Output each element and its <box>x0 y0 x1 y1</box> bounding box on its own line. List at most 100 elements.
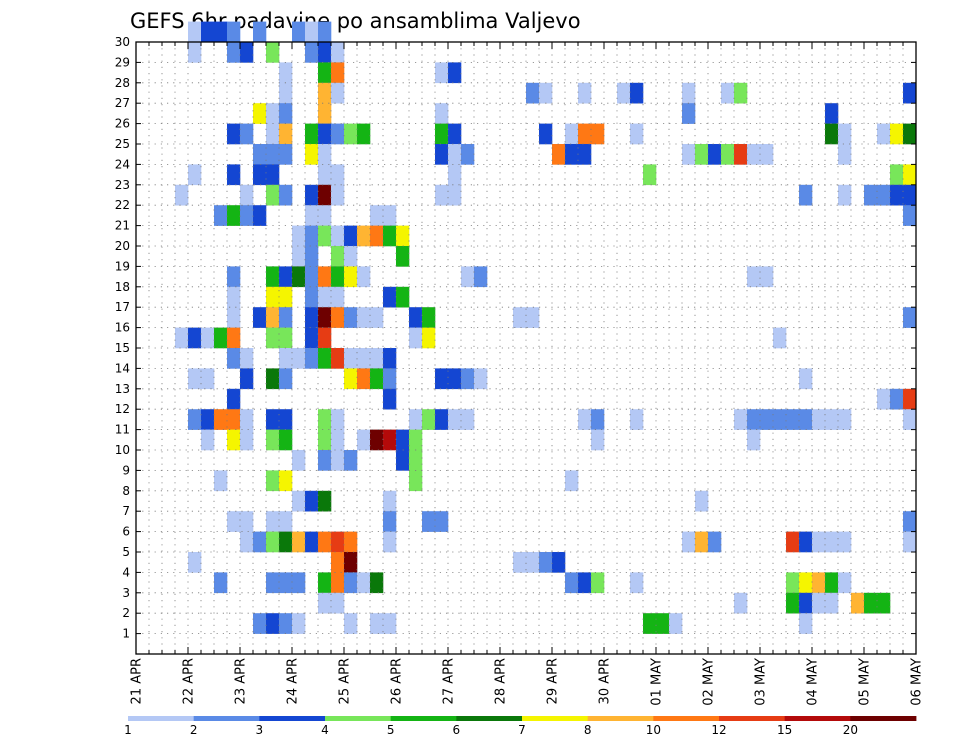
heatmap-cell <box>396 450 410 471</box>
heatmap-cell <box>253 205 267 226</box>
heatmap-cell <box>331 164 345 186</box>
y-tick-label: 13 <box>115 382 130 396</box>
heatmap-cell <box>760 266 774 288</box>
heatmap-cell <box>344 307 358 328</box>
heatmap-cell <box>812 409 826 430</box>
heatmap-cell <box>318 184 332 206</box>
heatmap-cell <box>591 429 605 451</box>
heatmap-cell <box>318 82 332 104</box>
heatmap-cell <box>318 490 332 512</box>
heatmap-cell <box>552 144 566 165</box>
legend-label: 5 <box>387 723 395 737</box>
heatmap-cell <box>396 225 410 247</box>
heatmap-cell <box>448 123 462 145</box>
heatmap-cell <box>266 103 280 124</box>
heatmap-cell <box>266 307 280 328</box>
heatmap-cell <box>214 205 228 226</box>
legend-label: 8 <box>584 723 592 737</box>
heatmap-cell <box>838 409 852 430</box>
heatmap-cell <box>253 144 267 165</box>
heatmap-cell <box>773 409 787 430</box>
x-tick-label: 23 APR <box>234 658 249 704</box>
heatmap-cell <box>825 103 839 124</box>
heatmap-cell <box>227 409 241 430</box>
heatmap-cell <box>331 429 345 451</box>
heatmap-cell <box>591 572 605 594</box>
heatmap-cell <box>383 490 397 512</box>
heatmap-cell <box>188 21 202 43</box>
heatmap-cell <box>370 368 384 390</box>
heatmap-cell <box>747 429 761 451</box>
heatmap-cell <box>591 409 605 430</box>
heatmap-cell <box>292 613 306 634</box>
heatmap-cell <box>370 572 384 594</box>
heatmap-cell <box>331 82 345 104</box>
heatmap-cell <box>318 266 332 288</box>
heatmap-cell <box>318 62 332 84</box>
y-tick-label: 10 <box>115 443 130 457</box>
y-tick-label: 4 <box>122 565 130 579</box>
heatmap-cell <box>461 144 475 165</box>
heatmap-cell <box>188 368 202 390</box>
heatmap-cell <box>409 409 423 430</box>
heatmap-cell <box>253 531 267 553</box>
heatmap-cell <box>734 144 748 165</box>
heatmap-cell <box>318 307 332 328</box>
heatmap-cell <box>643 613 657 634</box>
legend-label: 2 <box>190 723 198 737</box>
legend-swatch <box>325 716 392 721</box>
heatmap-cell <box>188 327 202 349</box>
heatmap-cell <box>409 450 423 471</box>
heatmap-cell <box>331 286 345 308</box>
legend-swatch <box>653 716 720 721</box>
heatmap-cell <box>344 572 358 594</box>
heatmap-cell <box>695 531 709 553</box>
heatmap-cell <box>201 21 215 43</box>
heatmap-cell <box>279 511 293 532</box>
heatmap-cell <box>279 184 293 206</box>
heatmap-cell <box>266 286 280 308</box>
heatmap-cell <box>318 572 332 594</box>
heatmap-cell <box>825 409 839 430</box>
heatmap-cell <box>435 62 449 84</box>
heatmap-cell <box>825 592 839 614</box>
heatmap-cell <box>292 490 306 512</box>
heatmap-cell <box>227 21 241 43</box>
x-tick-label: 05 MAY <box>858 658 873 706</box>
heatmap-cell <box>227 123 241 145</box>
heatmap-cell <box>864 592 878 614</box>
heatmap-cell <box>877 123 891 145</box>
heatmap-cell <box>578 144 592 165</box>
heatmap-cell <box>643 164 657 186</box>
heatmap-cell <box>734 592 748 614</box>
heatmap-cell <box>435 511 449 532</box>
legend-swatch <box>850 716 917 721</box>
heatmap-cell <box>318 123 332 145</box>
heatmap-cell <box>227 266 241 288</box>
heatmap-cell <box>331 592 345 614</box>
heatmap-cell <box>279 368 293 390</box>
heatmap-cell <box>279 613 293 634</box>
heatmap-cell <box>409 327 423 349</box>
legend-swatch <box>587 716 654 721</box>
heatmap-cell <box>461 368 475 390</box>
heatmap-cell <box>786 409 800 430</box>
heatmap-cell <box>669 613 683 634</box>
heatmap-cell <box>331 42 345 63</box>
heatmap-cell <box>825 123 839 145</box>
heatmap-cell <box>331 307 345 328</box>
heatmap-cell <box>383 613 397 634</box>
legend-label: 10 <box>646 723 661 737</box>
heatmap-cell <box>747 409 761 430</box>
heatmap-cell <box>344 450 358 471</box>
heatmap-cell <box>240 409 254 430</box>
x-tick-label: 22 APR <box>182 658 197 704</box>
heatmap-cell <box>903 123 917 145</box>
heatmap-cell <box>201 327 215 349</box>
heatmap-cell <box>266 42 280 63</box>
legend-swatch <box>784 716 851 721</box>
heatmap-cell <box>344 123 358 145</box>
heatmap-cell <box>331 450 345 471</box>
heatmap-cell <box>448 368 462 390</box>
